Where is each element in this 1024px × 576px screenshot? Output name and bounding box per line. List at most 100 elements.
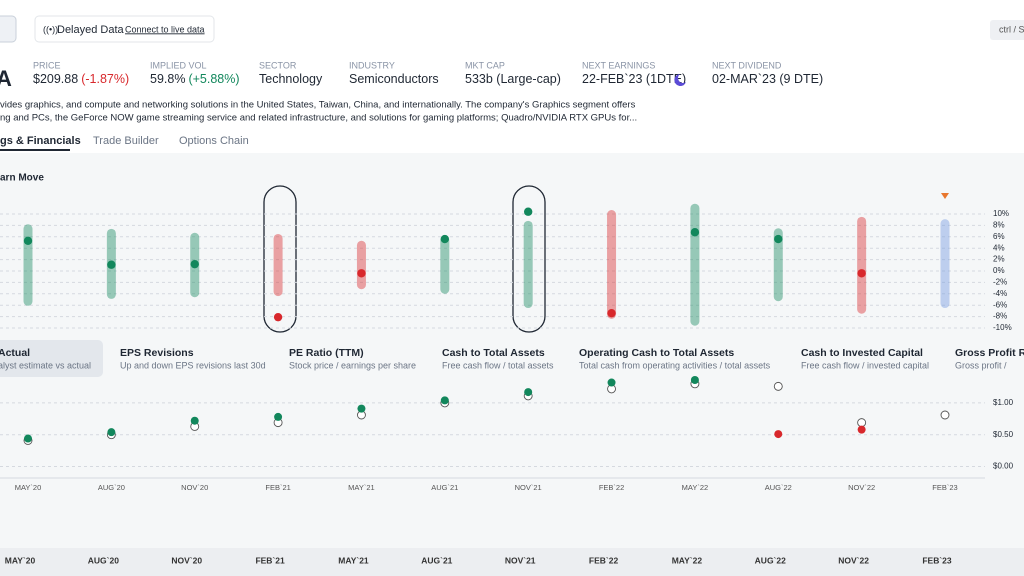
x-tick-label: AUG`21	[431, 483, 458, 492]
estimate-dot	[940, 410, 950, 420]
y-tick-label: 2%	[993, 255, 1005, 264]
stat-value: 22-FEB`23 (1DTE)	[582, 72, 686, 86]
stat-value: 533b (Large-cap)	[465, 72, 561, 86]
y-tick-label: -8%	[993, 312, 1007, 321]
x-tick-label: MAY`22	[682, 483, 709, 492]
move-dot	[690, 228, 700, 237]
estimate-dot	[773, 381, 783, 391]
stat-label: PRICE	[33, 60, 61, 70]
move-dot	[273, 312, 283, 322]
stat-value: Semiconductors	[349, 72, 439, 86]
range-bar	[356, 240, 366, 290]
range-bar	[690, 203, 700, 326]
status-icon: ((•))	[43, 24, 58, 34]
shortcut-box	[990, 20, 1024, 40]
timeline-label: AUG`22	[755, 555, 786, 565]
stat-value: $209.88 (-1.87%)	[33, 72, 129, 86]
upcoming-marker	[941, 193, 949, 199]
y-tick-label: $0.00	[993, 462, 1014, 471]
actual-dot	[274, 412, 283, 421]
range-bar	[773, 228, 783, 302]
metric-subtitle: Up and down EPS revisions last 30d	[120, 360, 266, 370]
timeline-label: MAY`21	[338, 555, 369, 565]
metric-title[interactable]: Gross Profit Ra	[955, 347, 1024, 359]
stat-label: NEXT DIVIDEND	[712, 60, 782, 70]
timeline-label: MAY`20	[5, 555, 36, 565]
y-tick-label: 10%	[993, 209, 1009, 218]
metric-subtitle: Total cash from operating activities / t…	[579, 360, 771, 370]
actual-dot	[24, 434, 32, 443]
metric-title[interactable]: Actual	[0, 347, 30, 359]
actual-dot	[190, 416, 199, 425]
metric-subtitle: Gross profit /	[955, 360, 1007, 370]
move-dot	[774, 234, 783, 244]
actual-dot	[440, 396, 449, 405]
timeline-label: FEB`21	[255, 555, 285, 565]
stat-label: IMPLIED VOL	[150, 60, 207, 70]
stats: PRICE $209.88 (-1.87%) IMPLIED VOL 59.8% (+5.…	[33, 60, 823, 86]
x-tick-label: NOV`20	[181, 483, 208, 492]
tab[interactable]: gs & Financials	[0, 135, 81, 147]
stat-label: SECTOR	[259, 60, 297, 70]
metric-title[interactable]: Cash to Invested Capital	[801, 347, 923, 359]
timeline-bg	[0, 548, 1024, 576]
timeline-label: NOV`20	[171, 555, 202, 565]
stat-change: (-1.87%)	[81, 72, 129, 86]
y-tick-label: 0%	[993, 266, 1005, 275]
stat-value: Technology	[259, 72, 323, 86]
stat-value: 59.8%	[150, 72, 185, 86]
chart-title: arn Move	[0, 173, 44, 184]
metric-subtitle: Stock price / earnings per share	[289, 360, 416, 370]
y-tick-label: 8%	[993, 221, 1005, 230]
status: Delayed Data	[57, 24, 125, 36]
metric-title[interactable]: Operating Cash to Total Assets	[579, 347, 734, 359]
move-dot	[190, 259, 199, 269]
panel-bg	[0, 153, 1024, 576]
y-tick-label: 6%	[993, 232, 1005, 241]
stat-change: (+5.88%)	[188, 72, 239, 86]
x-tick-label: FEB`21	[265, 483, 290, 492]
y-tick-label: -4%	[993, 289, 1007, 298]
tab[interactable]: Options Chain	[179, 135, 249, 147]
highlight-ring	[512, 185, 546, 333]
move-dot	[440, 234, 450, 244]
x-tick-label: MAY`21	[348, 483, 375, 492]
y-tick-label: -6%	[993, 300, 1007, 309]
x-tick-label: FEB`22	[599, 483, 624, 492]
timeline-label: NOV`22	[838, 555, 869, 565]
menu-button[interactable]	[0, 15, 17, 43]
tab[interactable]: Trade Builder	[93, 135, 159, 147]
metric-title[interactable]: Cash to Total Assets	[442, 347, 545, 359]
actual-dot	[690, 376, 699, 384]
description: vides graphics, and compute and networki…	[0, 100, 636, 111]
x-tick-label: NOV`21	[515, 483, 542, 492]
x-tick-label: NOV`22	[848, 483, 875, 492]
x-tick-label: AUG`20	[98, 483, 125, 492]
stat-value: 02-MAR`23 (9 DTE)	[712, 72, 823, 86]
metric-subtitle: Free cash flow / total assets	[442, 360, 554, 370]
timeline-label: AUG`20	[88, 555, 119, 565]
move-dot	[357, 269, 366, 278]
stat-value: 59.8% (+5.88%)	[150, 72, 240, 86]
move-dot	[107, 260, 116, 269]
timeline-label: MAY`22	[672, 555, 703, 565]
stat-value: Technology	[259, 72, 323, 86]
actual-dot	[774, 430, 783, 439]
range-bar	[23, 224, 33, 306]
timeline-label: FEB`23	[922, 555, 952, 565]
estimate-dot	[857, 418, 867, 428]
move-dot	[23, 236, 33, 245]
metric-title[interactable]: EPS Revisions	[120, 347, 194, 359]
y-tick-label: 4%	[993, 243, 1005, 252]
live-link[interactable]: Connect to live data	[125, 24, 205, 34]
description: ng and PCs, the GeForce NOW game streami…	[0, 113, 637, 124]
metric-title[interactable]: PE Ratio (TTM)	[289, 347, 364, 359]
actual-dot	[357, 404, 366, 413]
stat-label: INDUSTRY	[349, 60, 395, 70]
range-bar	[523, 220, 533, 309]
y-tick-label: -10%	[993, 323, 1012, 332]
tab-underline	[0, 149, 70, 151]
range-bar	[607, 210, 617, 319]
